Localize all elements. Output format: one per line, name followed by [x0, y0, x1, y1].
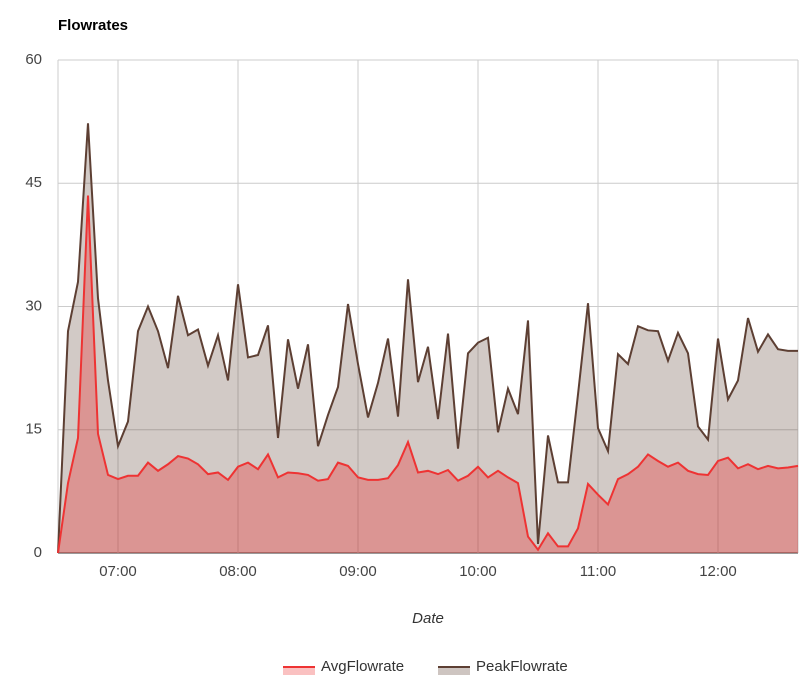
x-tick-label: 07:00 — [99, 563, 137, 580]
x-tick-label: 10:00 — [459, 563, 497, 580]
legend-swatch — [283, 667, 315, 675]
series-line — [57, 123, 798, 554]
legend-swatch — [438, 667, 470, 675]
y-tick-label: 15 — [25, 421, 42, 438]
y-tick-label: 60 — [25, 51, 42, 68]
x-tick-label: 09:00 — [339, 563, 377, 580]
legend-label: PeakFlowrate — [476, 658, 568, 675]
legend-label: AvgFlowrate — [321, 658, 404, 675]
x-tick-label: 11:00 — [580, 563, 616, 580]
y-tick-label: 0 — [34, 544, 42, 561]
area-fill — [58, 123, 798, 553]
x-axis-label: Date — [412, 610, 444, 627]
x-tick-label: 08:00 — [219, 563, 257, 580]
x-tick-label: 12:00 — [699, 563, 737, 580]
series-line — [57, 195, 799, 554]
chart-title: Flowrates — [58, 17, 128, 34]
area-fill — [58, 195, 798, 553]
y-tick-label: 45 — [25, 174, 42, 191]
y-tick-label: 30 — [25, 297, 42, 314]
